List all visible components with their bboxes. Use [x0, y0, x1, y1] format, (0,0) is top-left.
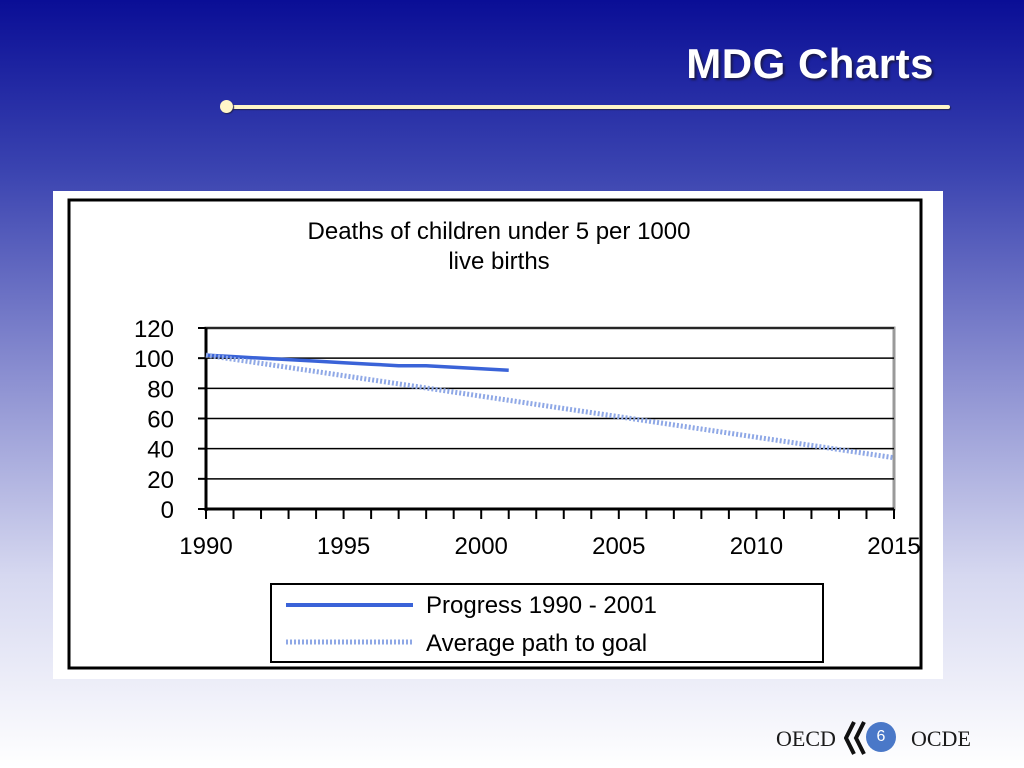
plot-area: 0 20 40 60 80 100 120 1990 1995 2000 2005 2010 2015 [134, 316, 921, 560]
chart-legend: Progress 1990 - 2001 Average path to goa… [270, 583, 824, 663]
y-tick-label: 120 [134, 316, 174, 343]
legend-label-progress: Progress 1990 - 2001 [426, 592, 657, 619]
slide-title: MDG Charts [686, 40, 934, 87]
title-rule [224, 105, 950, 109]
chart-title-line-1: Deaths of children under 5 per 1000 [308, 218, 691, 245]
logo-text-oecd: OECD [776, 726, 836, 751]
oecd-logo: OECD 6 OCDE [770, 718, 990, 758]
logo-text-ocde: OCDE [911, 726, 971, 751]
x-tick-label: 2005 [592, 533, 645, 560]
legend-box [270, 583, 824, 663]
series-line-progress [205, 353, 509, 372]
title-rule-dot [220, 100, 233, 113]
page-number: 6 [866, 722, 896, 752]
y-tick-label: 0 [161, 497, 174, 524]
y-tick-label: 40 [147, 437, 174, 464]
chart-panel: Deaths of children under 5 per 1000 live… [53, 191, 943, 679]
y-tick-label: 80 [147, 376, 174, 403]
x-tick-label: 2015 [867, 533, 920, 560]
x-tick-label: 1995 [317, 533, 370, 560]
x-tick-label: 2010 [730, 533, 783, 560]
legend-label-goal: Average path to goal [426, 630, 647, 657]
x-tick-label: 1990 [179, 533, 232, 560]
y-tick-label: 100 [134, 346, 174, 373]
chart-title-line-2: live births [448, 248, 549, 275]
y-tick-label: 60 [147, 407, 174, 434]
x-tick-label: 2000 [455, 533, 508, 560]
chevrons-icon [844, 721, 866, 755]
line-chart: Deaths of children under 5 per 1000 live… [67, 198, 923, 670]
y-tick-label: 20 [147, 467, 174, 494]
